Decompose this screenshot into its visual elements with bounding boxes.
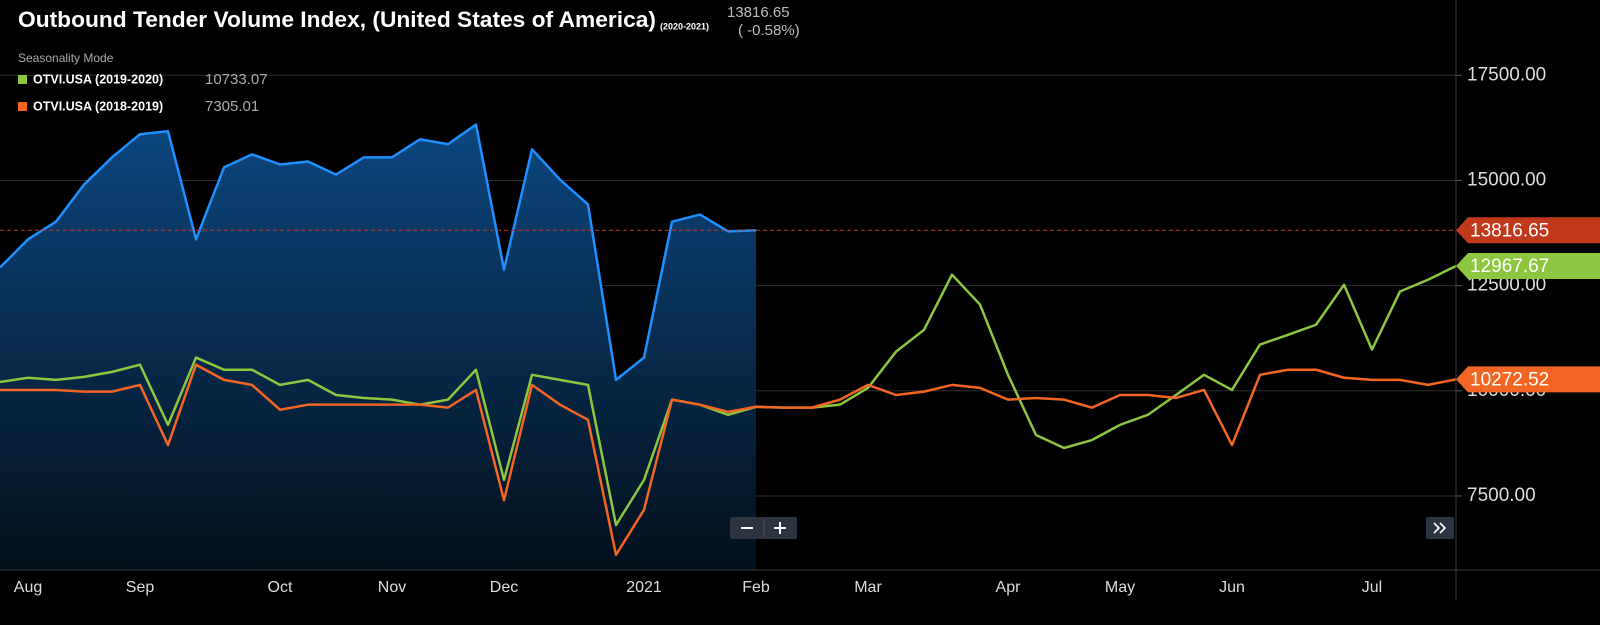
x-tick-label: Jun bbox=[1219, 579, 1245, 596]
x-tick-label: Sep bbox=[126, 579, 155, 596]
x-tick-label: Aug bbox=[14, 579, 42, 596]
legend-label[interactable]: OTVI.USA (2019-2020) bbox=[33, 72, 163, 86]
x-tick-label: Mar bbox=[854, 579, 882, 596]
zoom-controls bbox=[730, 517, 797, 539]
area bbox=[0, 124, 756, 570]
mode-label: Seasonality Mode bbox=[18, 51, 114, 65]
x-tick-label: Dec bbox=[490, 579, 518, 596]
x-tick-label: 2021 bbox=[626, 579, 662, 596]
line bbox=[0, 363, 1457, 557]
legend-swatch bbox=[18, 102, 27, 111]
plot-area bbox=[0, 74, 1457, 570]
current-value: 13816.65 bbox=[727, 4, 790, 21]
x-tick-label: Nov bbox=[378, 579, 406, 596]
x-tick-label: Jul bbox=[1362, 579, 1382, 596]
chart-title: Outbound Tender Volume Index, (United St… bbox=[18, 7, 656, 32]
y-tick-label: 15000.00 bbox=[1467, 169, 1546, 190]
x-tick-label: Oct bbox=[268, 579, 293, 596]
value-tag-label: 10272.52 bbox=[1470, 369, 1549, 390]
x-tick-label: Apr bbox=[996, 579, 1022, 596]
chart-subtitle: (2020-2021) bbox=[660, 21, 709, 31]
value-tag-label: 12967.67 bbox=[1470, 256, 1549, 277]
y-tick-label: 7500.00 bbox=[1467, 485, 1536, 506]
value-tag bbox=[1456, 217, 1600, 244]
change: ( -0.58%) bbox=[738, 22, 800, 39]
y-tick-label: 12500.00 bbox=[1467, 275, 1546, 296]
value-tag-label: 13816.65 bbox=[1470, 220, 1549, 241]
value-tag bbox=[1456, 252, 1600, 279]
x-tick-label: May bbox=[1105, 579, 1135, 596]
x-tick-label: Feb bbox=[742, 579, 770, 596]
scroll-icon[interactable] bbox=[1439, 522, 1447, 534]
legend-value: 10733.07 bbox=[205, 71, 268, 88]
line bbox=[0, 123, 757, 382]
value-tag bbox=[1456, 366, 1600, 393]
legend-swatch bbox=[18, 75, 27, 84]
scroll-icon[interactable] bbox=[1433, 522, 1441, 534]
legend-label[interactable]: OTVI.USA (2018-2019) bbox=[33, 99, 163, 113]
y-tick-label: 17500.00 bbox=[1467, 64, 1546, 85]
scroll-button[interactable] bbox=[1426, 517, 1454, 539]
line bbox=[0, 264, 1457, 527]
legend-value: 7305.01 bbox=[205, 98, 259, 115]
